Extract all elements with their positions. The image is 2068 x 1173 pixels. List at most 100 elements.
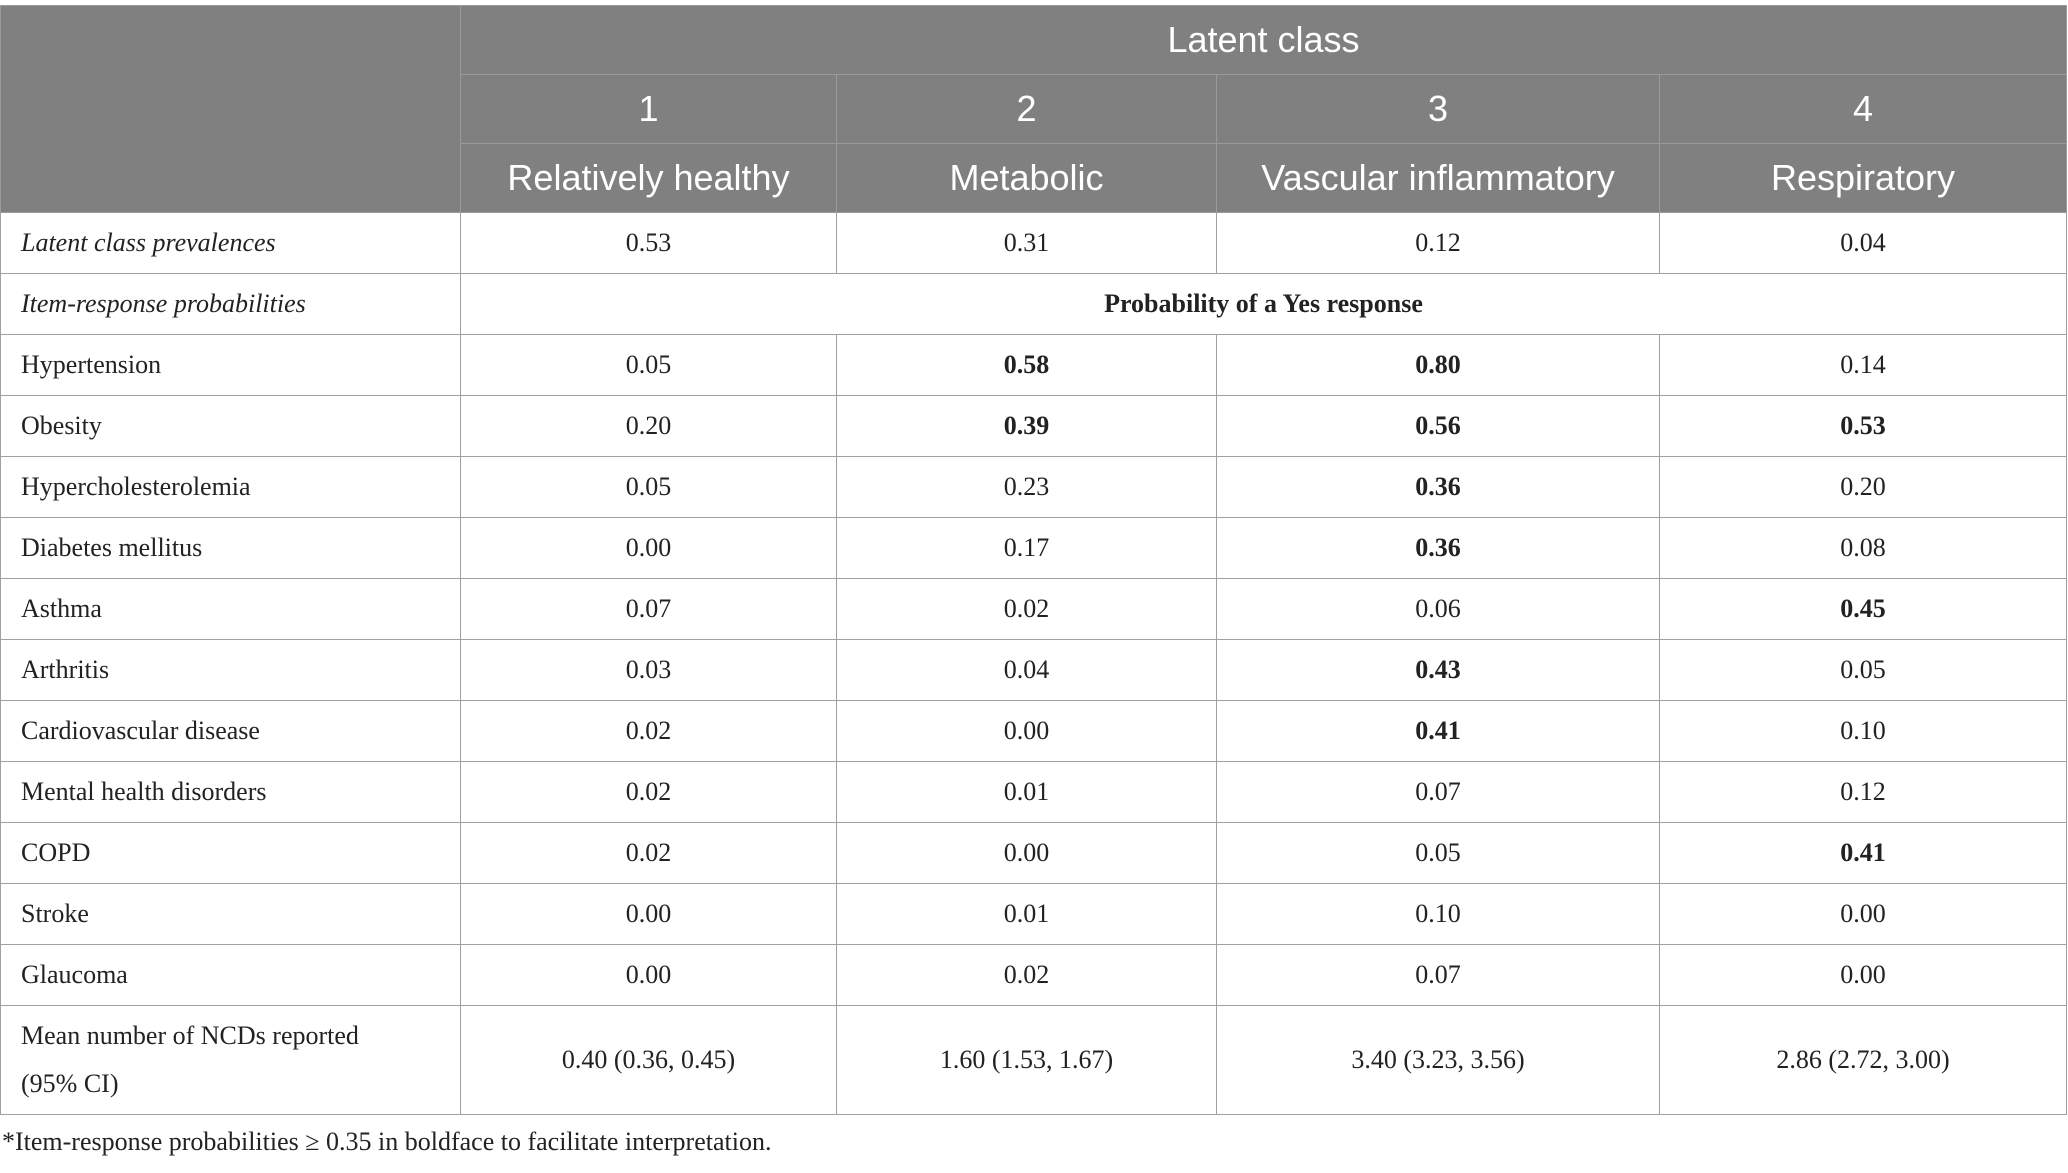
table-row: Hypertension 0.05 0.58 0.80 0.14 xyxy=(0,334,2067,396)
table-cell: 0.02 xyxy=(460,700,837,762)
table-row: Glaucoma 0.00 0.02 0.07 0.00 xyxy=(0,944,2067,1006)
table-cell: 0.01 xyxy=(836,761,1217,823)
table-cell: 0.07 xyxy=(1216,944,1660,1006)
table-cell: 0.58 xyxy=(836,334,1217,396)
table-cell: 0.31 xyxy=(836,212,1217,274)
table-cell: 0.36 xyxy=(1216,456,1660,518)
table-cell: 0.06 xyxy=(1216,578,1660,640)
header-class-name: Vascular inflammatory xyxy=(1216,143,1660,213)
header-class-number: 4 xyxy=(1659,74,2067,144)
row-label: Hypercholesterolemia xyxy=(0,456,461,518)
table-cell: 0.05 xyxy=(460,456,837,518)
table-cell: 0.02 xyxy=(836,944,1217,1006)
table-body-summary: Mean number of NCDs reported (95% CI) 0.4… xyxy=(0,1005,2067,1115)
header-row-numbers: 1 2 3 4 xyxy=(1,74,2067,144)
header-row-group: Latent class xyxy=(0,5,2067,213)
table-cell: 0.04 xyxy=(836,639,1217,701)
table-row: Diabetes mellitus 0.00 0.17 0.36 0.08 xyxy=(0,517,2067,579)
table-cell: 0.23 xyxy=(836,456,1217,518)
table-row: COPD 0.02 0.00 0.05 0.41 xyxy=(0,822,2067,884)
table-row: Asthma 0.07 0.02 0.06 0.45 xyxy=(0,578,2067,640)
row-label: Cardiovascular disease xyxy=(0,700,461,762)
table-cell: 0.00 xyxy=(460,883,837,945)
row-label: Glaucoma xyxy=(0,944,461,1006)
header-class-number: 3 xyxy=(1216,74,1660,144)
table-row: Arthritis 0.03 0.04 0.43 0.05 xyxy=(0,639,2067,701)
table-row: Mental health disorders 0.02 0.01 0.07 0.12 xyxy=(0,761,2067,823)
header-class-name: Relatively healthy xyxy=(460,143,837,213)
table-cell: 0.40 (0.36, 0.45) xyxy=(460,1005,837,1115)
table-cell: 0.05 xyxy=(1216,822,1660,884)
header-class-name: Metabolic xyxy=(836,143,1217,213)
row-label: Hypertension xyxy=(0,334,461,396)
row-label-line: Mean number of NCDs reported xyxy=(21,1021,359,1050)
table-cell: 0.05 xyxy=(460,334,837,396)
row-label-line: (95% CI) xyxy=(21,1069,119,1098)
table-cell: 0.02 xyxy=(460,761,837,823)
item-response-row: Item-response probabilities Probability … xyxy=(0,273,2067,335)
table-body-items: Hypertension 0.05 0.58 0.80 0.14 Obesity 0.20 0… xyxy=(0,334,2067,1006)
table-cell: 1.60 (1.53, 1.67) xyxy=(836,1005,1217,1115)
table-cell: 0.17 xyxy=(836,517,1217,579)
row-label: Arthritis xyxy=(0,639,461,701)
yes-response-subheader: Probability of a Yes response xyxy=(460,273,2067,335)
table-cell: 0.80 xyxy=(1216,334,1660,396)
row-label: Item-response probabilities xyxy=(0,273,461,335)
table-container: Latent class 1 2 3 4 Relatively healthy … xyxy=(0,5,2068,1115)
table-cell: 0.12 xyxy=(1659,761,2067,823)
table-cell: 0.36 xyxy=(1216,517,1660,579)
table-cell: 0.04 xyxy=(1659,212,2067,274)
header-corner-cell xyxy=(0,5,461,213)
table-cell: 3.40 (3.23, 3.56) xyxy=(1216,1005,1660,1115)
table-cell: 0.20 xyxy=(1659,456,2067,518)
row-label: Obesity xyxy=(0,395,461,457)
header-row-names: Relatively healthy Metabolic Vascular in… xyxy=(1,143,2067,213)
table-cell: 0.45 xyxy=(1659,578,2067,640)
table-cell: 0.53 xyxy=(460,212,837,274)
table-row: Obesity 0.20 0.39 0.56 0.53 xyxy=(0,395,2067,457)
table-cell: 0.53 xyxy=(1659,395,2067,457)
table-cell: 0.12 xyxy=(1216,212,1660,274)
row-label: COPD xyxy=(0,822,461,884)
table-cell: 0.00 xyxy=(1659,944,2067,1006)
table-header: Latent class 1 2 3 4 Relatively healthy … xyxy=(0,5,2067,213)
footnote: *Item-response probabilities ≥ 0.35 in b… xyxy=(2,1127,772,1156)
table-cell: 0.14 xyxy=(1659,334,2067,396)
row-label: Diabetes mellitus xyxy=(0,517,461,579)
header-latent-class: Latent class xyxy=(460,5,2067,75)
table-row: Hypercholesterolemia 0.05 0.23 0.36 0.20 xyxy=(0,456,2067,518)
table-cell: 0.39 xyxy=(836,395,1217,457)
table-cell: 0.07 xyxy=(460,578,837,640)
table-cell: 0.41 xyxy=(1216,700,1660,762)
table-cell: 0.41 xyxy=(1659,822,2067,884)
table-cell: 2.86 (2.72, 3.00) xyxy=(1659,1005,2067,1115)
row-label: Latent class prevalences xyxy=(0,212,461,274)
header-class-number: 1 xyxy=(460,74,837,144)
table-cell: 0.43 xyxy=(1216,639,1660,701)
row-label: Stroke xyxy=(0,883,461,945)
table-cell: 0.10 xyxy=(1659,700,2067,762)
table-cell: 0.20 xyxy=(460,395,837,457)
table-cell: 0.03 xyxy=(460,639,837,701)
table-cell: 0.00 xyxy=(1659,883,2067,945)
row-label: Mean number of NCDs reported (95% CI) xyxy=(0,1005,461,1115)
table-cell: 0.00 xyxy=(836,700,1217,762)
header-class-name: Respiratory xyxy=(1659,143,2067,213)
table-cell: 0.10 xyxy=(1216,883,1660,945)
table-cell: 0.00 xyxy=(460,517,837,579)
table-cell: 0.01 xyxy=(836,883,1217,945)
row-label: Asthma xyxy=(0,578,461,640)
table-cell: 0.00 xyxy=(836,822,1217,884)
header-class-number: 2 xyxy=(836,74,1217,144)
table-cell: 0.02 xyxy=(836,578,1217,640)
table-cell: 0.08 xyxy=(1659,517,2067,579)
table-cell: 0.00 xyxy=(460,944,837,1006)
table-cell: 0.07 xyxy=(1216,761,1660,823)
table-cell: 0.02 xyxy=(460,822,837,884)
latent-class-table: Latent class 1 2 3 4 Relatively healthy … xyxy=(0,5,2067,1115)
table-cell: 0.56 xyxy=(1216,395,1660,457)
table-row: Cardiovascular disease 0.02 0.00 0.41 0.10 xyxy=(0,700,2067,762)
prevalence-row: Latent class prevalences 0.53 0.31 0.12 … xyxy=(0,212,2067,274)
table-cell: 0.05 xyxy=(1659,639,2067,701)
row-label: Mental health disorders xyxy=(0,761,461,823)
